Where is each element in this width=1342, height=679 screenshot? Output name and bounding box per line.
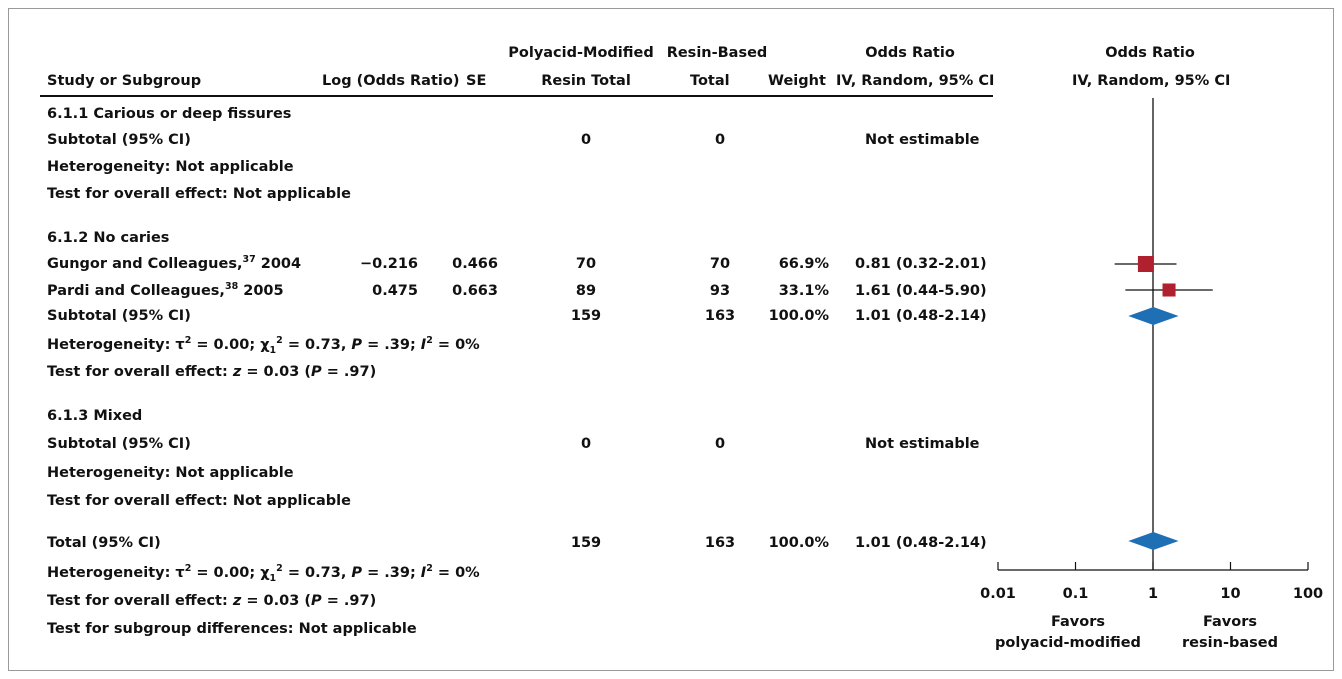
study-total2: 70: [709, 256, 731, 272]
study-total1: 70: [575, 256, 597, 272]
summary-diamond: [1128, 532, 1179, 550]
study-marker: [1162, 283, 1176, 297]
subgroup-title: 6.1.3 Mixed: [47, 408, 143, 424]
heterogeneity-text: Heterogeneity: τ2 = 0.00; χ12 = 0.73, P …: [47, 335, 480, 356]
subtotal-weight: 100.0%: [768, 308, 829, 324]
subtotal-or: 1.01 (0.48-2.14): [855, 308, 987, 324]
study-total2: 93: [709, 283, 731, 299]
x-axis-tick-label: 10: [1220, 586, 1240, 602]
x-axis-tick-label: 0.01: [980, 586, 1016, 602]
header-group2-line1: Resin-Based: [666, 45, 768, 61]
study-or: 0.81 (0.32-2.01): [855, 256, 987, 272]
study-se: 0.466: [452, 256, 498, 272]
x-axis-tick-label: 0.1: [1063, 586, 1089, 602]
study-ref: 37: [242, 254, 256, 266]
x-axis-tick-label: 100: [1293, 586, 1323, 602]
header-or-line2: IV, Random, 95% CI: [836, 73, 995, 89]
header-weight: Weight: [768, 73, 826, 89]
total-overall-effect-text: Test for overall effect: z = 0.03 (P = .…: [47, 593, 377, 609]
subtotal-label: Subtotal (95% CI): [47, 308, 191, 324]
study-name: Pardi and Colleagues,38 2005: [47, 281, 284, 299]
subtotal-total1: 159: [570, 308, 602, 324]
study-ref: 38: [224, 281, 239, 293]
favors-left-label: polyacid-modified: [995, 635, 1141, 651]
study-weight: 66.9%: [778, 256, 829, 272]
total-total1: 159: [570, 535, 602, 551]
summary-diamond: [1128, 307, 1179, 325]
subtotal-total1: 0: [580, 132, 592, 148]
header-group2-line2: Total: [690, 73, 730, 89]
favors-left-label: Favors: [1051, 614, 1105, 630]
header-plot-line2: IV, Random, 95% CI: [1072, 73, 1231, 89]
favors-right-label: Favors: [1203, 614, 1257, 630]
total-weight: 100.0%: [768, 535, 829, 551]
subtotal-label: Subtotal (95% CI): [47, 132, 191, 148]
study-weight: 33.1%: [778, 283, 829, 299]
overall-effect-text: Test for overall effect: Not applicable: [47, 186, 351, 202]
subtotal-total2: 0: [714, 436, 726, 452]
study-or: 1.61 (0.44-5.90): [855, 283, 987, 299]
header-logor: Log (Odds Ratio): [322, 73, 460, 89]
subtotal-or: Not estimable: [865, 436, 980, 452]
x-axis-tick-label: 1: [1148, 586, 1158, 602]
overall-effect-text: Test for overall effect: Not applicable: [47, 493, 351, 509]
total-heterogeneity-text: Heterogeneity: τ2 = 0.00; χ12 = 0.73, P …: [47, 563, 480, 584]
study-se: 0.663: [452, 283, 498, 299]
subtotal-or: Not estimable: [865, 132, 980, 148]
total-total2: 163: [704, 535, 736, 551]
total-or: 1.01 (0.48-2.14): [855, 535, 987, 551]
study-marker: [1137, 256, 1154, 272]
total-label: Total (95% CI): [47, 535, 161, 551]
study-logor: 0.475: [372, 283, 418, 299]
overall-effect-text: Test for overall effect: z = 0.03 (P = .…: [47, 364, 377, 380]
subtotal-total1: 0: [580, 436, 592, 452]
subtotal-label: Subtotal (95% CI): [47, 436, 191, 452]
heterogeneity-text: Heterogeneity: Not applicable: [47, 465, 294, 481]
header-group1-line2: Resin Total: [541, 73, 631, 89]
header-se: SE: [466, 73, 487, 89]
header-study: Study or Subgroup: [47, 73, 202, 89]
subtotal-total2: 0: [714, 132, 726, 148]
header-plot-line1: Odds Ratio: [1105, 45, 1195, 61]
subtotal-total2: 163: [704, 308, 736, 324]
study-name: Gungor and Colleagues,37 2004: [47, 254, 302, 272]
study-total1: 89: [575, 283, 597, 299]
header-or-line1: Odds Ratio: [865, 45, 955, 61]
heterogeneity-text: Heterogeneity: Not applicable: [47, 159, 294, 175]
favors-right-label: resin-based: [1182, 635, 1278, 651]
subgroup-title: 6.1.2 No caries: [47, 230, 170, 246]
header-group1-line1: Polyacid-Modified: [508, 45, 654, 61]
subgroup-differences-text: Test for subgroup differences: Not appli…: [47, 621, 417, 637]
subgroup-title: 6.1.1 Carious or deep fissures: [47, 106, 292, 122]
study-logor: −0.216: [359, 256, 418, 272]
figure-frame: [8, 8, 1334, 671]
header-rule: [40, 95, 993, 97]
